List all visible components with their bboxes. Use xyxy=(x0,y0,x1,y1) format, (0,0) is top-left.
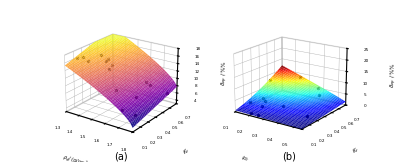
X-axis label: $k_0$: $k_0$ xyxy=(240,153,249,162)
Y-axis label: $K_r$: $K_r$ xyxy=(181,146,192,157)
Text: (a): (a) xyxy=(114,152,127,162)
Text: (b): (b) xyxy=(283,152,296,162)
Y-axis label: $K_r$: $K_r$ xyxy=(350,145,361,156)
X-axis label: $\rho_d$/ (g/cm$^3$): $\rho_d$/ (g/cm$^3$) xyxy=(61,152,91,162)
